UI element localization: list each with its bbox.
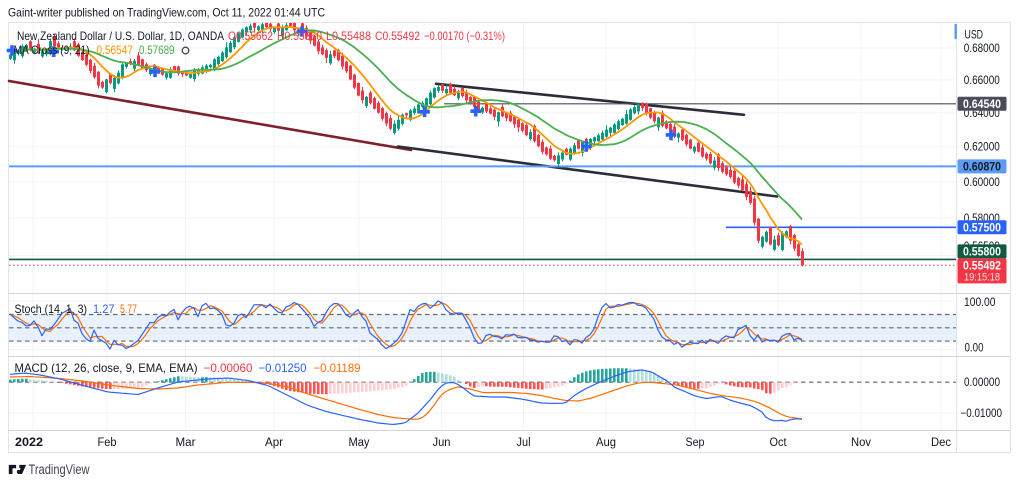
svg-text:Stoch (14, 1, 3)1.275.77: Stoch (14, 1, 3) 1.27 5.77 bbox=[15, 302, 138, 316]
svg-text:Mar: Mar bbox=[176, 437, 196, 449]
svg-text:Apr: Apr bbox=[265, 437, 283, 449]
svg-text:Gaint-writer published on Trad: Gaint-writer published on TradingView.co… bbox=[8, 6, 325, 20]
svg-text:0.60000: 0.60000 bbox=[964, 177, 1000, 189]
svg-text:Oct: Oct bbox=[770, 437, 788, 449]
svg-text:0.64540: 0.64540 bbox=[963, 99, 1001, 111]
svg-text:New Zealand Dollar / U.S. Doll: New Zealand Dollar / U.S. Dollar, 1D, OA… bbox=[17, 29, 505, 43]
svg-text:−0.01000: −0.01000 bbox=[961, 408, 1003, 420]
svg-text:Nov: Nov bbox=[851, 437, 871, 449]
svg-text:Feb: Feb bbox=[98, 437, 117, 449]
svg-text:2022: 2022 bbox=[15, 437, 43, 449]
svg-text:0.64000: 0.64000 bbox=[964, 108, 1000, 120]
svg-text:19:15:18: 19:15:18 bbox=[964, 271, 1000, 283]
svg-text:Dec: Dec bbox=[931, 437, 951, 449]
svg-text:Aug: Aug bbox=[596, 437, 616, 449]
svg-text:MACD (12, 26, close, 9, EMA, E: MACD (12, 26, close, 9, EMA, EMA) −0.0006… bbox=[15, 361, 361, 375]
svg-text:0.68000: 0.68000 bbox=[964, 43, 1000, 55]
svg-text:0.55492: 0.55492 bbox=[963, 260, 1001, 272]
svg-text:May: May bbox=[349, 437, 370, 449]
svg-text:USD: USD bbox=[965, 28, 984, 42]
svg-text:0.66000: 0.66000 bbox=[964, 75, 1000, 87]
svg-text:0.62000: 0.62000 bbox=[964, 142, 1000, 154]
svg-text:Jul: Jul bbox=[517, 437, 531, 449]
svg-text:0.55800: 0.55800 bbox=[963, 246, 1001, 258]
svg-text:0.00: 0.00 bbox=[965, 343, 984, 355]
svg-text:Jun: Jun bbox=[433, 437, 451, 449]
svg-text:0.60870: 0.60870 bbox=[963, 161, 1001, 173]
svg-text:0.57500: 0.57500 bbox=[963, 222, 1001, 234]
svg-text:100.00: 100.00 bbox=[964, 297, 996, 309]
svg-text:TradingView: TradingView bbox=[29, 462, 90, 477]
svg-text:0.00000: 0.00000 bbox=[964, 377, 1000, 389]
svg-text:Sep: Sep bbox=[686, 437, 705, 449]
